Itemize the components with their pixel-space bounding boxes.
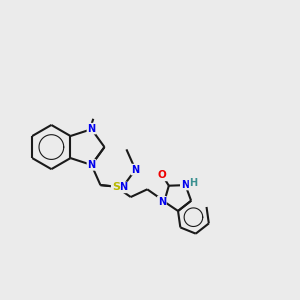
Text: N: N (119, 182, 127, 192)
Text: N: N (158, 197, 166, 207)
Text: N: N (87, 124, 95, 134)
Text: S: S (112, 182, 120, 192)
Text: N: N (181, 179, 189, 190)
Text: N: N (87, 160, 95, 170)
Text: H: H (190, 178, 198, 188)
Text: O: O (158, 170, 167, 180)
Text: N: N (131, 164, 140, 175)
